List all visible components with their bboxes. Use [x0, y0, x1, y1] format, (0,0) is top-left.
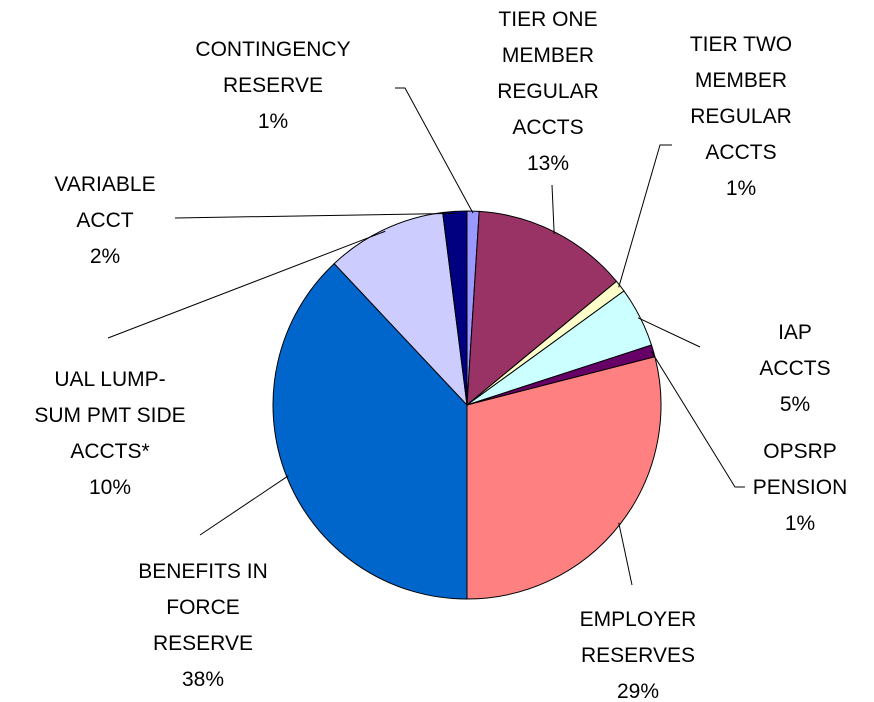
value-label: 1%: [725, 177, 757, 200]
slice-label: TIER ONE MEMBER REGULAR ACCTS 13%: [497, 2, 599, 182]
slice-label: BENEFITS IN FORCE RESERVE 38%: [138, 554, 268, 698]
leader-line: [637, 317, 701, 348]
value-label: 29%: [616, 680, 660, 702]
slice-label: OPSRP PENSION 1%: [753, 434, 848, 542]
value-label: 38%: [181, 668, 225, 691]
value-label: 13%: [526, 152, 570, 175]
leader-line: [618, 144, 672, 288]
leader-line: [174, 212, 455, 219]
pie-slice: [466, 210, 618, 407]
slice-label: IAP ACCTS 5%: [756, 315, 835, 423]
category-label: TIER TWO MEMBER REGULAR ACCTS: [689, 33, 793, 164]
category-label: OPSRP PENSION: [752, 440, 848, 499]
category-label: EMPLOYER RESERVES: [579, 608, 697, 667]
value-label: 2%: [89, 245, 121, 268]
leader-line: [551, 184, 555, 234]
category-label: VARIABLE ACCT: [54, 173, 156, 232]
slice-label: EMPLOYER RESERVES 29%: [580, 602, 697, 702]
leader-line: [395, 87, 474, 214]
leader-line: [650, 351, 745, 488]
value-label: 5%: [779, 393, 811, 416]
slice-label: UAL LUMP- SUM PMT SIDE ACCTS* 10%: [34, 362, 185, 506]
category-label: CONTINGENCY RESERVE: [195, 38, 351, 97]
leader-line: [618, 522, 633, 586]
slice-label: CONTINGENCY RESERVE 1%: [195, 32, 350, 140]
category-label: TIER ONE MEMBER REGULAR ACCTS: [497, 8, 599, 139]
value-label: 1%: [784, 512, 816, 535]
pie-slice: [442, 210, 468, 406]
slice-label: VARIABLE ACCT 2%: [54, 167, 155, 275]
pie-slice: [466, 356, 662, 600]
leader-line: [199, 475, 289, 536]
value-label: 1%: [257, 110, 289, 133]
leader-line: [107, 230, 386, 339]
value-label: 10%: [88, 476, 132, 499]
category-label: UAL LUMP- SUM PMT SIDE ACCTS*: [34, 368, 186, 463]
category-label: IAP ACCTS: [759, 321, 831, 380]
category-label: BENEFITS IN FORCE RESERVE: [138, 560, 268, 655]
slice-label: TIER TWO MEMBER REGULAR ACCTS 1%: [690, 27, 792, 207]
